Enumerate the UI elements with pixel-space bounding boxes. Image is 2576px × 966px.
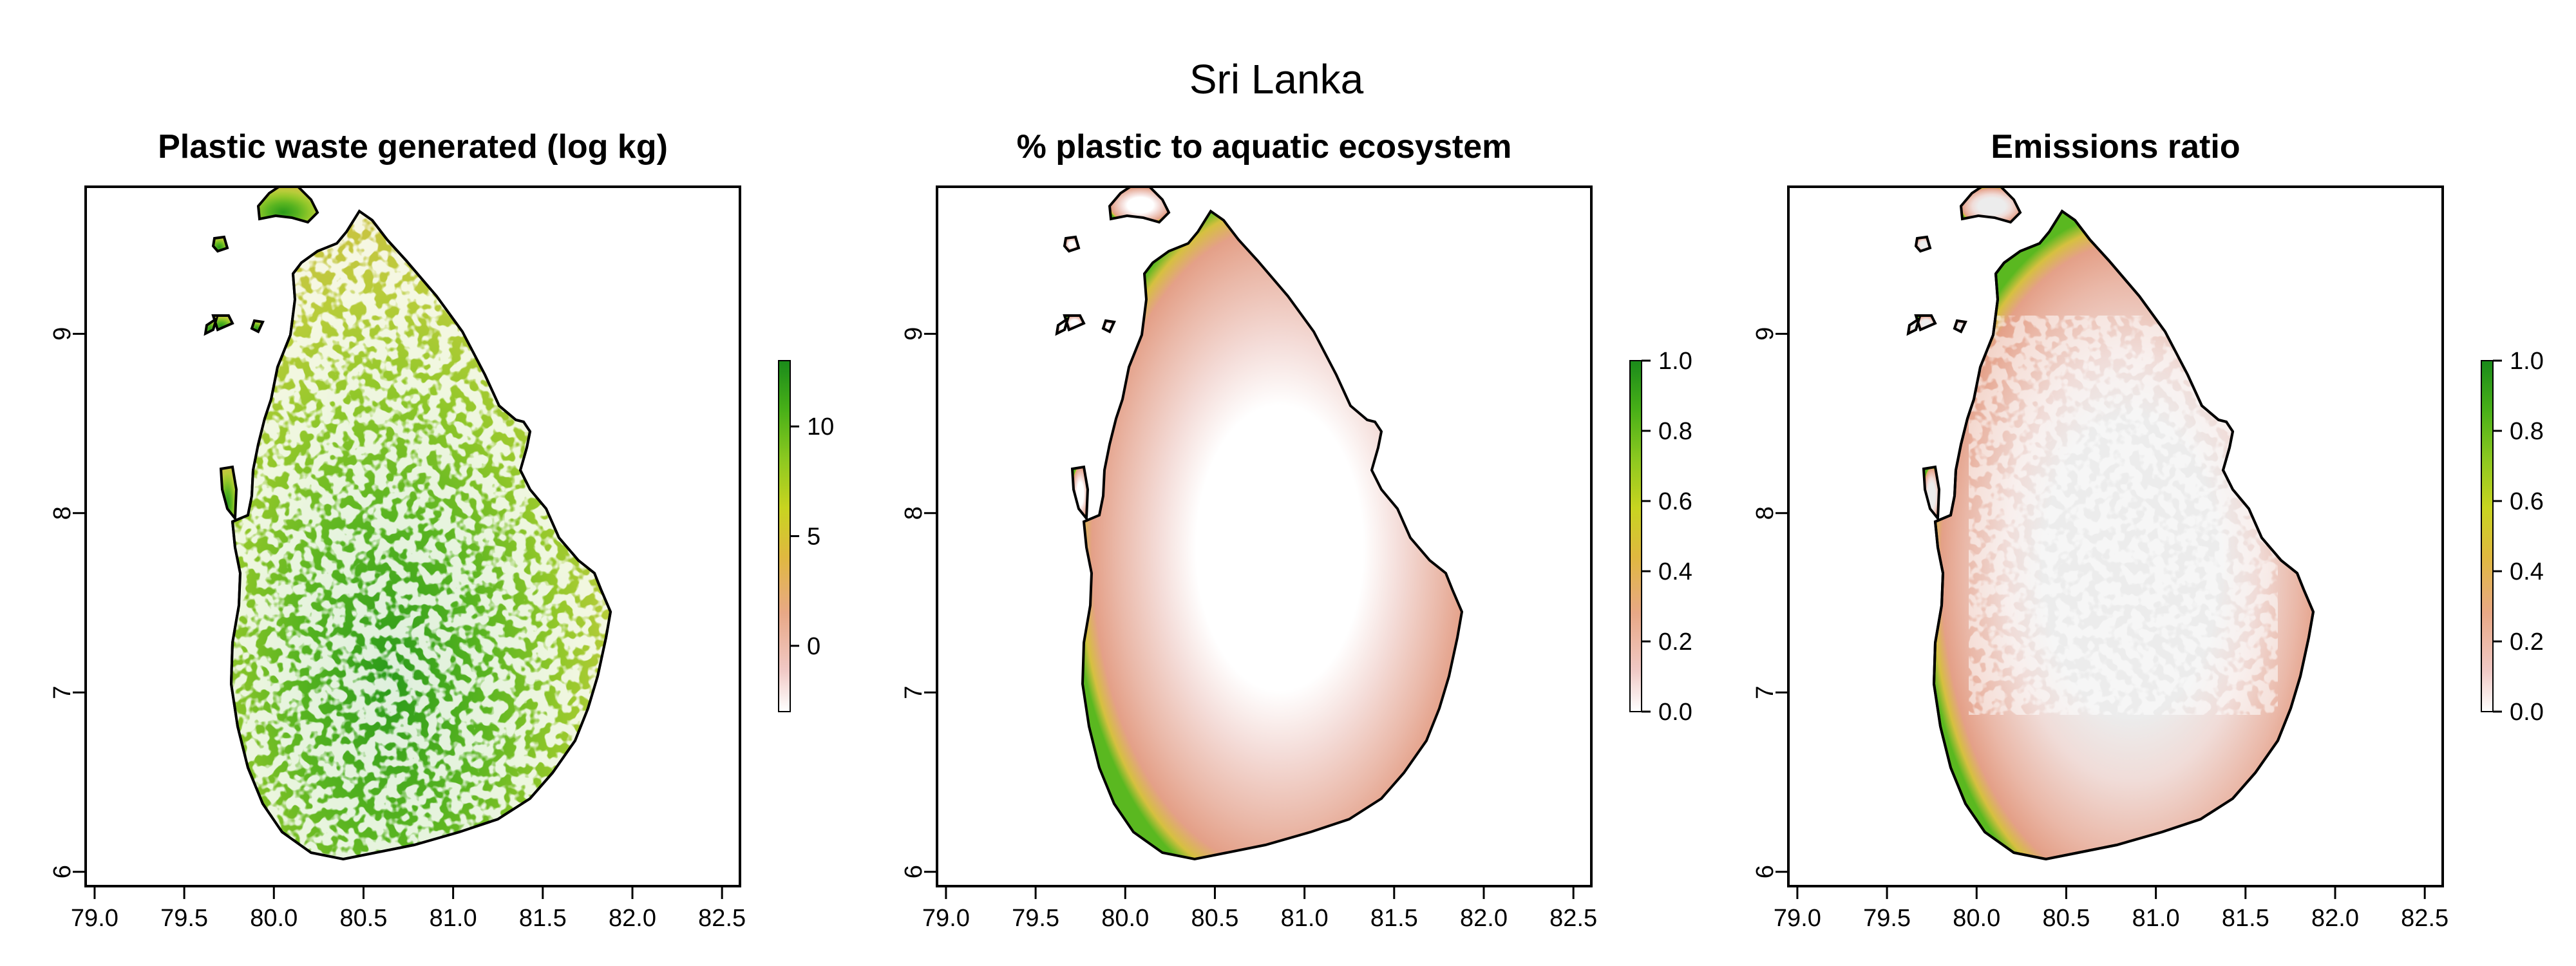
legend-label: 0.0 [2510,699,2544,726]
x-tick-label: 79.5 [160,905,208,932]
islet-shape [1071,466,1089,520]
x-tick-label: 82.5 [2401,905,2448,932]
islet-shape [1102,319,1115,333]
legend-ramp [2481,360,2494,712]
legend-label: 0.8 [2510,418,2544,445]
x-tick-label: 80.5 [339,905,387,932]
panel-title: Plastic waste generated (log kg) [158,128,668,166]
x-tick-label: 81.0 [2132,905,2180,932]
x-tick-label: 82.0 [609,905,656,932]
islet-shape [1056,317,1069,335]
legend-label: 0.0 [1658,699,1692,726]
y-tick-label: 9 [1752,327,1779,341]
x-tick-label: 81.5 [519,905,567,932]
x-tick-label: 81.5 [2222,905,2269,932]
panel-title: Emissions ratio [1991,128,2240,166]
nodata-texture [1969,316,2278,715]
y-tick-label: 7 [1752,686,1779,699]
x-tick-label: 82.5 [1549,905,1597,932]
plot-frame [1787,185,2444,887]
islet-shape [212,236,229,252]
x-tick-label: 82.0 [1460,905,1508,932]
legend-label: 1.0 [2510,348,2544,375]
y-tick-label: 8 [900,506,927,520]
x-tick-label: 81.0 [430,905,477,932]
y-tick-label: 9 [900,327,927,341]
panels: Plastic waste generated (log kg) 79.0 79.5… [49,128,2544,932]
x-tick-label: 80.0 [1101,905,1149,932]
legend-colorbar: 10 5 0 [778,360,834,712]
legend-colorbar: 1.0 0.8 0.6 0.4 0.2 0.0 [1629,348,1692,726]
y-tick-label: 9 [49,327,76,341]
islet-shape [257,185,319,223]
x-tick-label: 79.0 [1774,905,1821,932]
map-area [1056,185,1463,860]
panel-title: % plastic to aquatic ecosystem [1017,128,1512,166]
legend-label: 0.4 [2510,558,2544,585]
legend-label: 10 [807,413,834,440]
y-tick-label: 7 [49,686,76,699]
x-tick-label: 80.0 [1953,905,2000,932]
x-tick-label: 80.0 [250,905,298,932]
islet-shape [1108,185,1170,223]
x-tick-label: 81.5 [1370,905,1418,932]
legend-label: 0 [807,633,820,660]
x-tick-label: 82.0 [2311,905,2359,932]
island-shape [1081,210,1463,860]
legend-label: 0.6 [1658,488,1692,515]
y-tick-label: 6 [1752,865,1779,878]
legend-label: 0.8 [1658,418,1692,445]
plot-frame [936,185,1593,887]
map-panel: Plastic waste generated (log kg) 79.0 79.5… [49,128,834,932]
islet-shape [1915,236,1931,252]
y-tick-label: 8 [1752,506,1779,520]
figure-title: Sri Lanka [1189,56,1364,102]
x-tick-label: 79.5 [1863,905,1911,932]
map-area [204,185,612,860]
islet-shape [204,317,218,335]
islet-shape [1907,317,1920,335]
legend-label: 1.0 [1658,348,1692,375]
y-tick-label: 7 [900,686,927,699]
legend-label: 0.6 [2510,488,2544,515]
islet-shape [1953,319,1967,333]
legend-label: 0.2 [1658,629,1692,656]
map-area [1907,185,2315,860]
x-tick-label: 81.0 [1281,905,1329,932]
x-tick-label: 80.5 [1191,905,1238,932]
islet-shape [251,319,264,333]
y-tick-label: 8 [49,506,76,520]
x-tick-label: 79.0 [922,905,970,932]
legend-colorbar: 1.0 0.8 0.6 0.4 0.2 0.0 [2481,348,2544,726]
islet-shape [1063,236,1080,252]
legend-label: 0.4 [1658,558,1692,585]
y-tick-label: 6 [49,865,76,878]
islet-shape [1922,466,1940,520]
islet-shape [1960,185,2022,223]
legend-ramp [778,360,791,712]
legend-ramp [1629,360,1642,712]
waste-texture [231,211,611,859]
legend-label: 5 [807,524,820,551]
x-tick-label: 82.5 [698,905,746,932]
plot-frame [84,185,741,887]
islet-shape [220,466,238,520]
y-tick-label: 6 [900,865,927,878]
x-tick-label: 79.5 [1012,905,1059,932]
legend-label: 0.2 [2510,629,2544,656]
x-tick-label: 80.5 [2042,905,2090,932]
x-tick-label: 79.0 [71,905,118,932]
